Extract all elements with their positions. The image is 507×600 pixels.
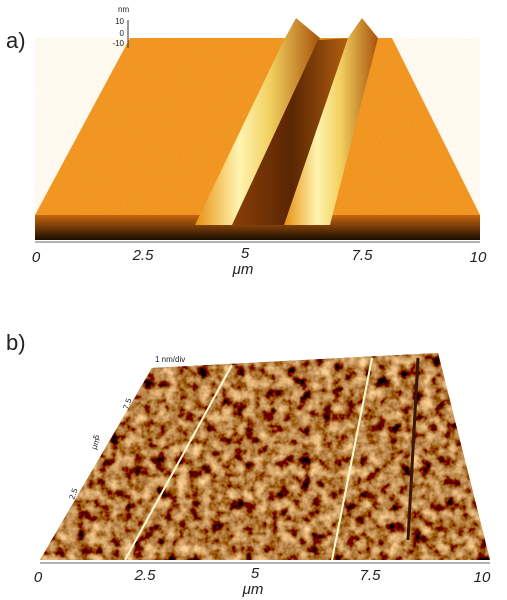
stripe	[331, 357, 373, 560]
stripe	[406, 357, 420, 541]
y-tick-label: 5	[91, 433, 101, 441]
z-tick-label: 10	[115, 17, 124, 26]
x-axis-label: μm	[232, 261, 254, 278]
x-tick-label: 5	[251, 565, 260, 582]
trench	[232, 38, 352, 225]
x-tick-label: 7.5	[360, 567, 382, 584]
stripe	[124, 364, 233, 560]
x-tick-label: 10	[470, 249, 487, 266]
surface-texture	[40, 353, 490, 560]
panel-label: b)	[6, 330, 26, 355]
x-tick-label: 2.5	[134, 567, 157, 584]
x-axis-label: μm	[242, 581, 264, 598]
ridge	[195, 18, 320, 225]
x-tick-label: 2.5	[132, 247, 155, 264]
x-tick-label: 10	[474, 569, 491, 586]
panel-label: a)	[6, 28, 26, 53]
x-tick-label: 0	[32, 249, 41, 266]
y-tick-label: 7.5	[121, 397, 133, 411]
z-tick-label: 0	[120, 29, 125, 38]
slab-front	[35, 215, 480, 240]
y-axis-label: μm	[89, 437, 101, 451]
scale-label: 1 nm/div	[155, 355, 185, 364]
x-tick-label: 7.5	[352, 247, 374, 264]
z-tick-label: -10	[112, 39, 124, 48]
panel-a: a) nm 10 0 -10 0 2.5 5 7.5 10 μm	[6, 5, 487, 278]
x-tick-label: 5	[241, 245, 250, 262]
ridge	[284, 18, 378, 225]
x-tick-label: 0	[34, 569, 43, 586]
y-tick-label: 2.5	[67, 487, 79, 501]
panel-b: b) 1 nm/div 2.5 μm 5 7.5 0 2.5 5 7.5 10 …	[6, 330, 491, 598]
z-axis-label: nm	[118, 5, 129, 14]
